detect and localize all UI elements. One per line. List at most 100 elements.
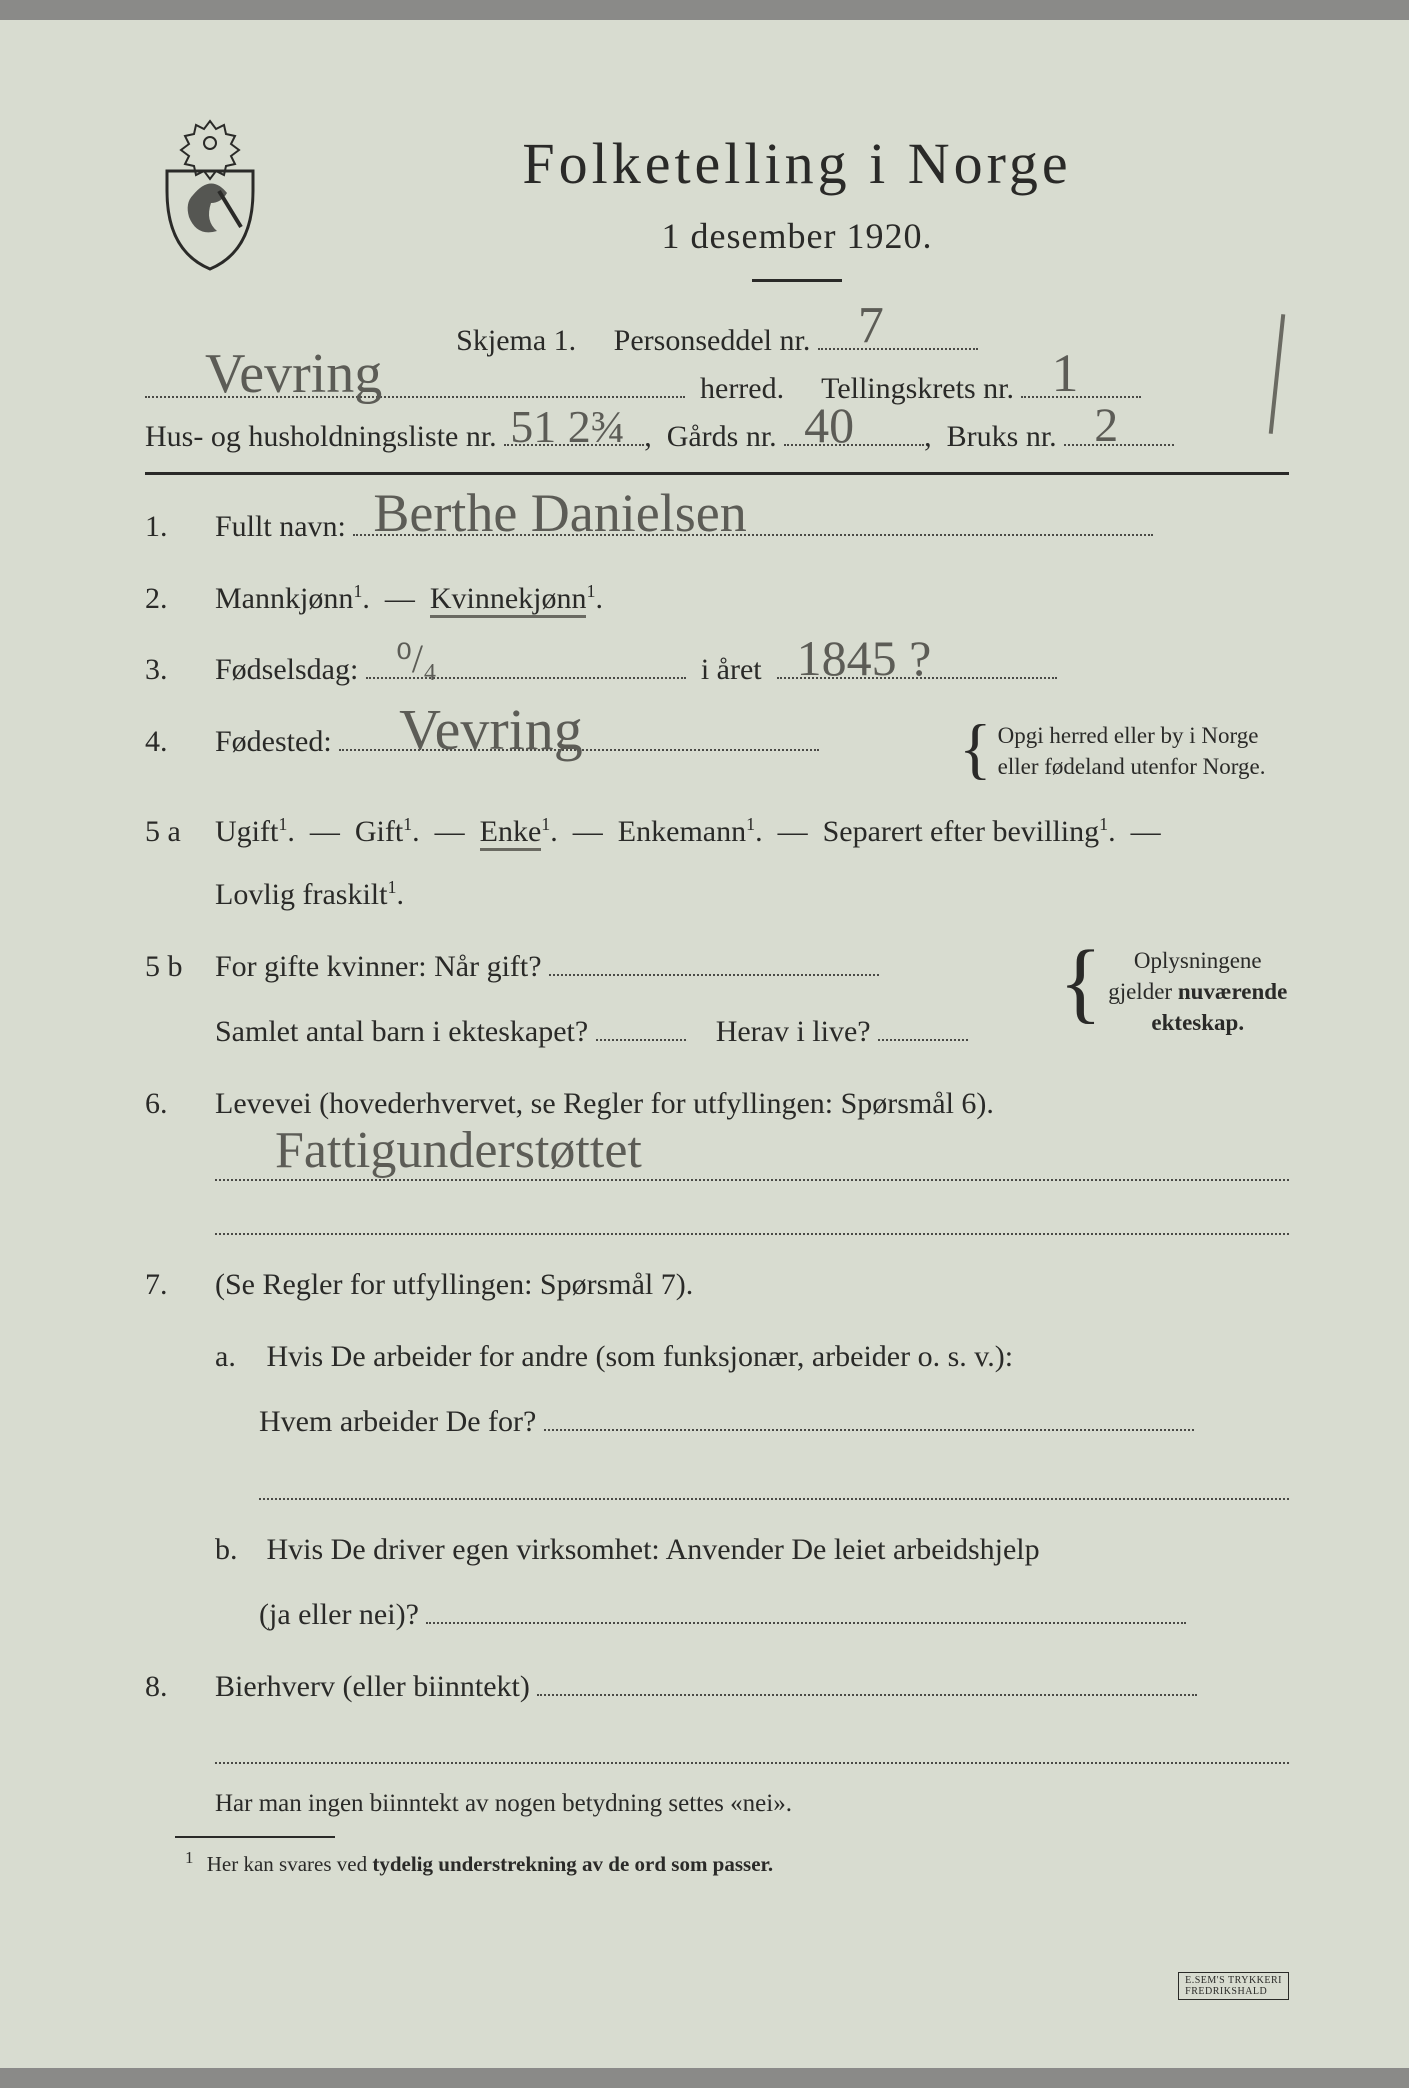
q4-label: Fødested: <box>215 725 332 758</box>
q4-value: Vevring <box>399 701 583 759</box>
q4-note-l2: eller fødeland utenfor Norge. <box>998 754 1266 779</box>
q3-dag-field: ⁰/₄ <box>366 677 686 679</box>
footnote-a: Her kan svares ved <box>207 1852 373 1876</box>
q4-note: { Opgi herred eller by i Norge eller fød… <box>959 720 1289 782</box>
q3-aar-field: 1845 ? <box>777 677 1057 679</box>
crest-svg <box>145 115 275 275</box>
q7a-label: Hvis De arbeider for andre (som funksjon… <box>267 1340 1014 1373</box>
q7-label: (Se Regler for utfyllingen: Spørsmål 7). <box>215 1263 1289 1307</box>
personseddel-field: 7 <box>818 348 978 350</box>
q2-num: 2. <box>145 577 215 621</box>
printer-mark: E.SEM'S TRYKKERI FREDRIKSHALD <box>1178 1972 1289 2000</box>
tellingskrets-value: 1 <box>1051 346 1078 400</box>
q7a-row: a. Hvis De arbeider for andre (som funks… <box>215 1335 1289 1444</box>
q5b-row: 5 b For gifte kvinner: Når gift? Samlet … <box>145 945 1289 1054</box>
q6-row: 6. Levevei (hovederhvervet, se Regler fo… <box>145 1082 1289 1126</box>
hus-value: 51 2¾ <box>510 404 625 450</box>
q4-field: Vevring <box>339 749 819 751</box>
q2-row: 2. Mannkjønn1. — Kvinnekjønn1. <box>145 577 1289 621</box>
q6-label: Levevei (hovederhvervet, se Regler for u… <box>215 1087 994 1120</box>
q5b-note: { Oplysningene gjelder nuværende ekteska… <box>1059 945 1289 1054</box>
q6-content: Levevei (hovederhvervet, se Regler for u… <box>215 1082 1289 1126</box>
q7-num: 7. <box>145 1263 215 1307</box>
q3-aar: 1845 ? <box>797 633 932 683</box>
q4-num: 4. <box>145 720 215 764</box>
q3-dag: ⁰/₄ <box>396 639 437 679</box>
q7b-row: b. Hvis De driver egen virksomhet: Anven… <box>215 1528 1289 1637</box>
q5b-content: For gifte kvinner: Når gift? Samlet anta… <box>215 945 1289 1054</box>
brace-icon: { <box>1059 945 1102 1054</box>
sub-title: 1 desember 1920. <box>305 215 1289 257</box>
header: Folketelling i Norge 1 desember 1920. <box>145 115 1289 310</box>
hus-label: Hus- og husholdningsliste nr. <box>145 420 497 453</box>
q6-field: Fattigunderstøttet <box>215 1153 1289 1181</box>
q2-content: Mannkjønn1. — Kvinnekjønn1. <box>215 577 1289 621</box>
q6-value: Fattigunderstøttet <box>275 1125 642 1177</box>
census-form-page: Folketelling i Norge 1 desember 1920. Sk… <box>0 20 1409 2068</box>
personseddel-value: 7 <box>858 300 884 352</box>
q3-label: Fødselsdag: <box>215 653 358 686</box>
q5a-enke: Enke <box>480 815 542 851</box>
q1-field: Berthe Danielsen <box>353 534 1153 536</box>
footnote-b: tydelig understrekning <box>372 1852 576 1876</box>
q4-row: 4. Fødested: Vevring { Opgi herred eller… <box>145 720 1289 782</box>
q7b-letter: b. <box>215 1528 259 1572</box>
q8-label: Bierhverv (eller biinntekt) <box>215 1670 530 1703</box>
herred-label: herred. <box>700 372 784 405</box>
q3-num: 3. <box>145 648 215 692</box>
q1-num: 1. <box>145 505 215 549</box>
q8-num: 8. <box>145 1665 215 1709</box>
q4-content: Fødested: Vevring { Opgi herred eller by… <box>215 720 1289 782</box>
bruks-field: 2 <box>1064 444 1174 446</box>
q3-mid: i året <box>701 653 762 686</box>
bruks-label: Bruks nr. <box>947 420 1057 453</box>
q8-field-2 <box>215 1736 1289 1764</box>
q5b-note-l1: Oplysningene <box>1134 948 1262 973</box>
q5b-note-l3: ekteskap. <box>1151 1010 1244 1035</box>
q1-value: Berthe Danielsen <box>373 486 746 540</box>
q5a-num: 5 a <box>145 810 215 854</box>
q5a-gift: Gift <box>355 815 403 848</box>
personseddel-label: Personseddel nr. <box>614 324 811 357</box>
q7b-field <box>426 1622 1186 1624</box>
divider-top <box>145 472 1289 475</box>
bruks-value: 2 <box>1094 402 1118 450</box>
herred-value: Vevring <box>205 346 382 402</box>
q7b-label: Hvis De driver egen virksomhet: Anvender… <box>267 1533 1040 1566</box>
q6-num: 6. <box>145 1082 215 1126</box>
q5b-live-field <box>878 1039 968 1041</box>
tellingskrets-field: 1 <box>1021 396 1141 398</box>
q5b-l2a: Samlet antal barn i ekteskapet? <box>215 1015 588 1048</box>
q3-content: Fødselsdag: ⁰/₄ i året 1845 ? <box>215 648 1289 692</box>
q5b-label: For gifte kvinner: Når gift? <box>215 950 542 983</box>
q5b-num: 5 b <box>145 945 215 989</box>
q7a-l2: Hvem arbeider De for? <box>259 1405 536 1438</box>
title-block: Folketelling i Norge 1 desember 1920. <box>305 115 1289 310</box>
q6-field-2 <box>215 1207 1289 1235</box>
q5a-ugift: Ugift <box>215 815 278 848</box>
meta-hus-line: Hus- og husholdningsliste nr. 51 2¾ , Gå… <box>145 420 1289 454</box>
q8-content: Bierhverv (eller biinntekt) <box>215 1665 1289 1709</box>
q1-label: Fullt navn: <box>215 510 346 543</box>
q5a-enkemann: Enkemann <box>618 815 746 848</box>
title-divider <box>752 279 842 282</box>
q2-mann: Mannkjønn <box>215 582 353 615</box>
gards-field: 40 <box>784 444 924 446</box>
q5b-gift-field <box>549 974 879 976</box>
footnote: 1 Her kan svares ved tydelig understrekn… <box>185 1848 1289 1877</box>
q2-kvinne: Kvinnekjønn <box>430 582 587 618</box>
hus-field: 51 2¾ <box>504 444 644 446</box>
q5a-fraskilt: Lovlig fraskilt <box>215 873 387 917</box>
gards-label: Gårds nr. <box>667 420 777 453</box>
q5a-row: 5 a Ugift1. — Gift1. — Enke1. — Enkemann… <box>145 810 1289 917</box>
footnote-num: 1 <box>185 1848 194 1867</box>
q7b-l2: (ja eller nei)? <box>259 1598 419 1631</box>
q7-row: 7. (Se Regler for utfyllingen: Spørsmål … <box>145 1263 1289 1307</box>
q5b-l2b: Herav i live? <box>716 1015 871 1048</box>
q8-field <box>537 1694 1197 1696</box>
q4-note-l1: Opgi herred eller by i Norge <box>998 723 1259 748</box>
q5a-separert: Separert efter bevilling <box>823 815 1100 848</box>
q7a-letter: a. <box>215 1335 259 1379</box>
q5b-note-l2: gjelder nuværende <box>1108 979 1287 1004</box>
q7a-field-2 <box>259 1472 1289 1500</box>
